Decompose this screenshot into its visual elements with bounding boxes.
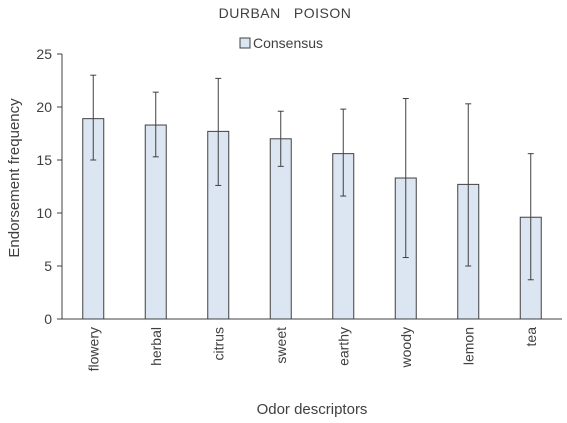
x-tick-label-citrus: citrus bbox=[210, 327, 226, 360]
legend-label-consensus: Consensus bbox=[253, 35, 323, 51]
bars bbox=[82, 118, 542, 320]
y-axis-ticks: 0 5 10 15 20 25 bbox=[36, 46, 62, 327]
error-bars bbox=[90, 74, 534, 281]
legend-swatch bbox=[239, 37, 251, 49]
legend: Consensus bbox=[239, 35, 323, 51]
y-axis-label: Endorsement frequency bbox=[6, 98, 23, 258]
y-tick-label: 20 bbox=[36, 99, 52, 115]
chart-title: DURBAN POISON bbox=[219, 5, 352, 21]
y-tick-label: 5 bbox=[44, 258, 52, 274]
axes bbox=[61, 54, 562, 320]
y-tick-label: 10 bbox=[36, 205, 52, 221]
y-tick-label: 15 bbox=[36, 152, 52, 168]
x-tick-label-earthy: earthy bbox=[335, 327, 351, 366]
x-tick-label-tea: tea bbox=[523, 327, 539, 347]
x-axis-label: Odor descriptors bbox=[257, 401, 368, 418]
x-tick-label-lemon: lemon bbox=[460, 327, 476, 365]
y-tick-label: 0 bbox=[44, 311, 52, 327]
x-tick-label-sweet: sweet bbox=[273, 327, 289, 364]
x-tick-label-herbal: herbal bbox=[148, 327, 164, 366]
x-tick-label-flowery: flowery bbox=[85, 327, 101, 371]
y-tick-label: 25 bbox=[36, 46, 52, 62]
x-tick-label-woody: woody bbox=[398, 327, 414, 368]
x-axis-ticks: flowery herbal citrus sweet earthy woody lemon… bbox=[85, 327, 539, 372]
